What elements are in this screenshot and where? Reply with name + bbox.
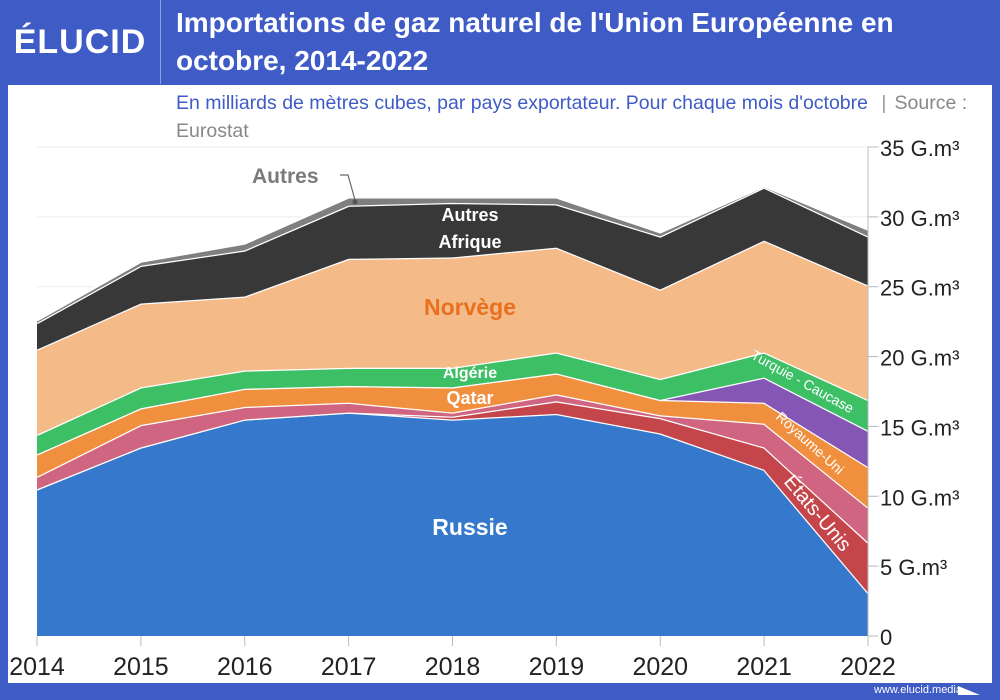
area-layers	[36, 184, 869, 636]
elucid-logo: ÉLUCID	[0, 0, 161, 84]
x-tick-label: 2022	[840, 653, 896, 681]
y-tick-label: 30 G.m³	[880, 206, 959, 231]
x-tick-label: 2015	[113, 653, 169, 681]
elucid-flag-icon	[958, 686, 980, 695]
autres-leader-line	[340, 174, 356, 201]
label-autres-afrique-1: Autres	[441, 205, 498, 225]
label-russie: Russie	[432, 514, 507, 540]
subtitle-text: En milliards de mètres cubes, par pays e…	[176, 92, 868, 114]
x-tick-label: 2020	[632, 653, 688, 681]
autres-leader-dot	[352, 199, 358, 205]
label-qatar: Qatar	[446, 388, 493, 408]
separator: |	[881, 92, 887, 114]
area-russie	[37, 412, 868, 636]
y-tick-label: 0	[880, 625, 892, 650]
y-tick-label: 15 G.m³	[880, 415, 959, 440]
source-text: Source : Eurostat	[176, 92, 968, 142]
area-autres	[37, 186, 868, 324]
y-tick-label: 10 G.m³	[880, 485, 959, 510]
x-tick-label: 2017	[321, 653, 377, 681]
label-algerie: Algérie	[443, 365, 497, 382]
y-tick-label: 35 G.m³	[880, 136, 959, 161]
area-autres-afrique	[37, 187, 868, 350]
x-tick-label: 2019	[529, 653, 585, 681]
area-boundary	[36, 184, 869, 322]
axes: 0 5 G.m³ 10 G.m³ 15 G.m³ 20 G.m³ 25 G.m³ 30 G.…	[9, 136, 959, 681]
area-qatar	[37, 373, 868, 508]
chart-title: Importations de gaz naturel de l'Union E…	[176, 7, 894, 76]
x-tick-label: 2021	[736, 653, 792, 681]
x-tick-label: 2018	[425, 653, 481, 681]
area-norv-ge	[37, 240, 868, 435]
footer-url[interactable]: www.elucid.media	[873, 684, 962, 696]
y-tick-label: 25 G.m³	[880, 276, 959, 301]
label-autres: Autres	[252, 165, 319, 188]
label-norvege: Norvège	[424, 294, 516, 320]
chart-subtitle: En milliards de mètres cubes, par pays e…	[176, 89, 976, 145]
y-tick-label: 20 G.m³	[880, 346, 959, 371]
label-autres-afrique-2: Afrique	[439, 232, 502, 252]
x-tick-label: 2016	[217, 653, 273, 681]
x-tick-label: 2014	[9, 653, 65, 681]
area-alg-rie	[37, 352, 868, 455]
y-tick-label: 5 G.m³	[880, 555, 947, 580]
